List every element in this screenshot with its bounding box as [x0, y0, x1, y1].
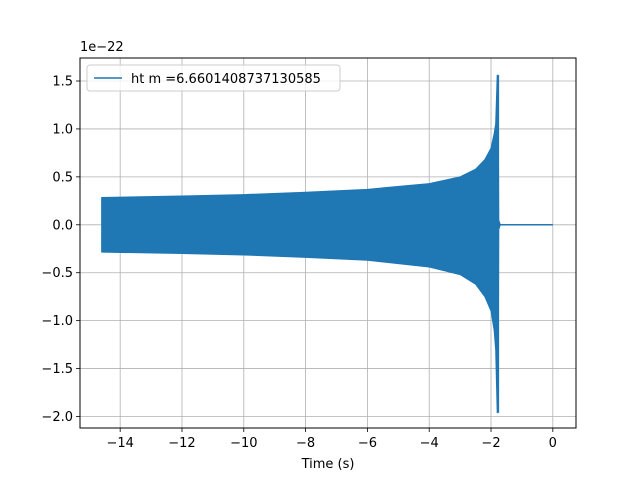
legend-entry-label: ht m =6.6601408737130585 — [131, 72, 321, 87]
legend: ht m =6.6601408737130585 — [86, 64, 341, 92]
y-offset-label: 1e−22 — [80, 40, 124, 55]
series-group — [101, 74, 553, 414]
y-tick-label: −0.5 — [41, 266, 73, 281]
y-tick-label: 0.0 — [52, 218, 73, 233]
plot-area — [101, 74, 553, 414]
x-tick-label: −14 — [106, 436, 133, 451]
x-tick-label: −6 — [358, 436, 377, 451]
x-tick-label: −8 — [296, 436, 315, 451]
y-tick-label: −2.0 — [41, 410, 73, 425]
series-waveform-envelope — [101, 74, 501, 414]
x-tick-label: −4 — [420, 436, 439, 451]
x-tick-label: −12 — [168, 436, 195, 451]
y-tick-label: 1.0 — [52, 122, 73, 137]
x-tick-label: 0 — [549, 436, 557, 451]
y-tick-label: 1.5 — [52, 75, 73, 90]
y-axis: −2.0 −1.5 −1.0 −0.5 0.0 0.5 1.0 1.5 — [41, 75, 80, 425]
x-tick-label: −2 — [481, 436, 500, 451]
axes-frame — [79, 57, 577, 429]
y-tick-label: −1.0 — [41, 314, 73, 329]
y-tick-label: 0.5 — [52, 170, 73, 185]
x-tick-label: −10 — [230, 436, 257, 451]
x-axis-label: Time (s) — [301, 457, 355, 472]
x-axis: −14 −12 −10 −8 −6 −4 −2 0 — [106, 428, 557, 451]
y-tick-label: −1.5 — [41, 362, 73, 377]
legend-box — [86, 64, 341, 92]
